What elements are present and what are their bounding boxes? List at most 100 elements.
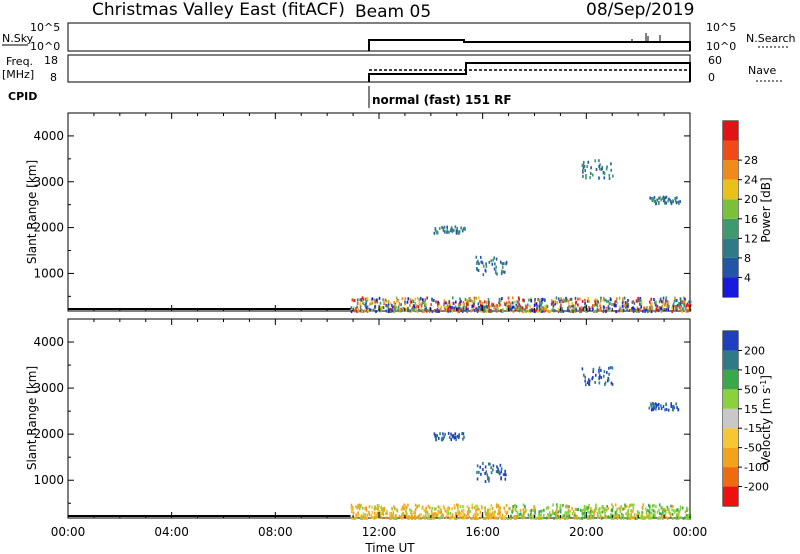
power-echo-cell (473, 296, 476, 300)
velocity-echo-cell (523, 515, 526, 519)
velocity-echo-cell (443, 506, 446, 510)
power-echo-cell (387, 304, 389, 308)
power-echo-cell (632, 306, 634, 310)
velocity-echo-cell (652, 514, 655, 518)
velocity-echo-cell (377, 507, 379, 511)
power-echo-cell (522, 308, 525, 312)
power-echo-cell (566, 309, 569, 313)
velocity-echo-cell (390, 511, 392, 515)
velocity-echo-cell (509, 514, 512, 518)
power-echo-cell (557, 297, 560, 301)
power-echo-cell (661, 196, 664, 200)
power-echo-cell (599, 163, 601, 167)
power-echo-cell (605, 167, 608, 171)
power-echo-cell (584, 305, 587, 309)
power-echo-cell (515, 305, 518, 309)
power-echo-cell (466, 309, 468, 313)
velocity-echo-cell (607, 378, 610, 382)
velocity-echo-cell (475, 516, 477, 520)
power-echo-cell (407, 308, 409, 312)
power-echo-cell (501, 297, 503, 301)
power-echo-cell (454, 308, 457, 312)
velocity-echo-cell (660, 404, 662, 408)
power-echo-cell (459, 297, 461, 301)
velocity-echo-cell (611, 507, 614, 511)
power-echo-cell (414, 308, 417, 312)
velocity-echo-cell (474, 514, 477, 518)
velocity-echo-cell (573, 516, 576, 520)
power-echo-cell (508, 307, 511, 311)
velocity-echo-cell (374, 505, 376, 509)
power-echo-cell (421, 298, 424, 302)
power-echo-cell (413, 305, 416, 309)
power-echo-cell (547, 310, 550, 314)
power-echo-cell (530, 299, 532, 303)
power-echo-cell (614, 304, 616, 308)
power-echo-cell (633, 301, 636, 305)
power-echo-cell (595, 168, 598, 172)
velocity-echo-cell (588, 503, 590, 507)
velocity-echo-cell (389, 513, 391, 517)
velocity-echo-cell (642, 517, 645, 521)
power-echo-cell (465, 306, 468, 310)
power-echo-cell (687, 304, 690, 308)
power-echo-cell (607, 306, 610, 310)
velocity-echo-cell (652, 404, 655, 408)
power-echo-cell (493, 267, 496, 271)
power-echo-cell (368, 302, 371, 306)
velocity-echo-cell (538, 516, 541, 520)
power-echo-cell (426, 308, 429, 312)
velocity-echo-cell (448, 507, 451, 511)
power-echo-cell (443, 303, 445, 307)
power-echo-cell (387, 300, 390, 304)
power-echo-cell (572, 309, 575, 313)
power-echo-cell (398, 303, 401, 307)
power-echo-cell (640, 305, 643, 309)
power-echo-cell (511, 305, 514, 309)
time-tick-label: 08:00 (258, 525, 293, 539)
power-echo-cell (479, 255, 482, 259)
power-echo-cell (665, 296, 668, 300)
velocity-echo-cell (625, 504, 628, 508)
power-echo-cell (452, 302, 455, 306)
power-echo-cell (670, 202, 673, 206)
power-echo-cell (588, 305, 590, 309)
power-echo-cell (688, 306, 690, 310)
power-echo-cell (369, 308, 371, 312)
power-echo-cell (497, 305, 499, 309)
power-echo-cell (569, 298, 572, 302)
power-echo-cell (404, 297, 407, 301)
power-echo-cell (519, 304, 522, 308)
velocity-echo-cell (356, 505, 358, 509)
power-echo-cell (584, 301, 586, 305)
velocity-echo-cell (383, 506, 386, 510)
velocity-echo-cell (351, 509, 354, 513)
power-echo-cell (357, 308, 360, 312)
velocity-echo-cell (612, 505, 614, 509)
velocity-colorbar-segment (723, 428, 738, 448)
velocity-echo-cell (651, 508, 653, 512)
velocity-echo-cell (663, 507, 665, 511)
velocity-echo-cell (597, 508, 600, 512)
power-echo-cell (475, 296, 478, 300)
power-echo-cell (639, 308, 641, 312)
power-echo-cell (599, 308, 601, 312)
power-echo-cell (640, 298, 642, 302)
velocity-echo-cell (513, 516, 516, 520)
power-echo-cell (533, 303, 536, 307)
velocity-echo-cell (442, 504, 445, 508)
velocity-echo-cell (402, 507, 404, 511)
velocity-echo-cell (433, 432, 436, 436)
velocity-echo-cell (365, 516, 367, 520)
power-colorbar-tick-label: 20 (744, 193, 758, 206)
power-echo-cell (474, 308, 477, 312)
velocity-echo-cell (461, 432, 463, 436)
velocity-echo-cell (437, 505, 440, 509)
power-echo-cell (422, 309, 424, 313)
power-echo-cell (542, 297, 544, 301)
power-echo-cell (494, 308, 497, 312)
power-echo-cell (536, 306, 538, 310)
power-echo-cell (634, 308, 636, 312)
freq-label: Freq. (6, 55, 33, 68)
velocity-echo-cell (647, 509, 649, 513)
